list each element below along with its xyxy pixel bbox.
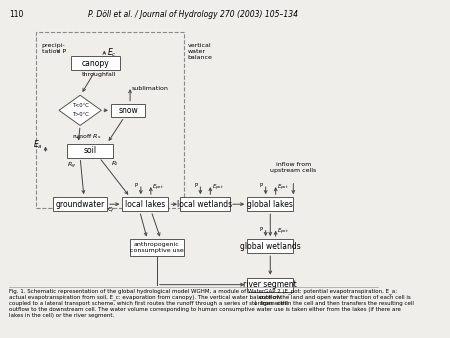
- FancyBboxPatch shape: [53, 197, 107, 211]
- FancyBboxPatch shape: [247, 277, 293, 292]
- Text: Q: Q: [108, 206, 113, 211]
- Text: precipi-
tation P: precipi- tation P: [42, 43, 66, 54]
- Text: P. Döll et al. / Journal of Hydrology 270 (2003) 105–134: P. Döll et al. / Journal of Hydrology 27…: [89, 10, 298, 19]
- Text: anthropogenic
consumptive use: anthropogenic consumptive use: [130, 242, 184, 253]
- Text: outflow
↓ from cell: outflow ↓ from cell: [253, 295, 288, 306]
- Text: T<0°C: T<0°C: [72, 103, 89, 108]
- Text: $R_l$: $R_l$: [111, 159, 118, 168]
- Polygon shape: [59, 95, 101, 125]
- Text: $E_c$: $E_c$: [107, 47, 117, 59]
- Text: local lakes: local lakes: [125, 200, 166, 209]
- Text: 110: 110: [9, 10, 23, 19]
- Text: T>0°C: T>0°C: [72, 112, 89, 117]
- Text: inflow from
upstream cells: inflow from upstream cells: [270, 162, 316, 173]
- Bar: [36, 31, 184, 208]
- Text: $E_{pot}$: $E_{pot}$: [277, 183, 289, 193]
- Text: P: P: [259, 183, 263, 188]
- Text: canopy: canopy: [81, 59, 109, 68]
- Text: local wetlands: local wetlands: [177, 200, 233, 209]
- Text: $E_{pot}$: $E_{pot}$: [277, 227, 289, 237]
- Text: river segment: river segment: [243, 280, 297, 289]
- Text: $E_a$: $E_a$: [33, 138, 43, 151]
- Text: $R_g$: $R_g$: [68, 161, 76, 171]
- FancyBboxPatch shape: [111, 104, 145, 117]
- Text: snow: snow: [118, 106, 138, 115]
- FancyBboxPatch shape: [247, 197, 293, 211]
- Text: P: P: [135, 183, 138, 188]
- Text: vertical
water
balance: vertical water balance: [188, 43, 212, 60]
- Text: runoff $R_s$: runoff $R_s$: [72, 132, 102, 141]
- FancyBboxPatch shape: [247, 239, 293, 253]
- Text: Fig. 1. Schematic representation of the global hydrological model WGHM, a module: Fig. 1. Schematic representation of the …: [9, 288, 414, 318]
- Text: P: P: [259, 227, 263, 232]
- Text: soil: soil: [83, 146, 96, 155]
- FancyBboxPatch shape: [130, 239, 184, 256]
- Text: groundwater: groundwater: [55, 200, 105, 209]
- Text: $E_{pot}$: $E_{pot}$: [153, 183, 164, 193]
- Text: sublimation: sublimation: [132, 86, 169, 91]
- Text: global lakes: global lakes: [248, 200, 293, 209]
- FancyBboxPatch shape: [122, 197, 168, 211]
- FancyBboxPatch shape: [180, 197, 230, 211]
- Text: global wetlands: global wetlands: [240, 242, 301, 250]
- Text: $E_{pot}$: $E_{pot}$: [212, 183, 224, 193]
- Text: throughfall: throughfall: [82, 72, 117, 77]
- FancyBboxPatch shape: [67, 144, 113, 158]
- Text: P: P: [194, 183, 197, 188]
- FancyBboxPatch shape: [71, 56, 121, 70]
